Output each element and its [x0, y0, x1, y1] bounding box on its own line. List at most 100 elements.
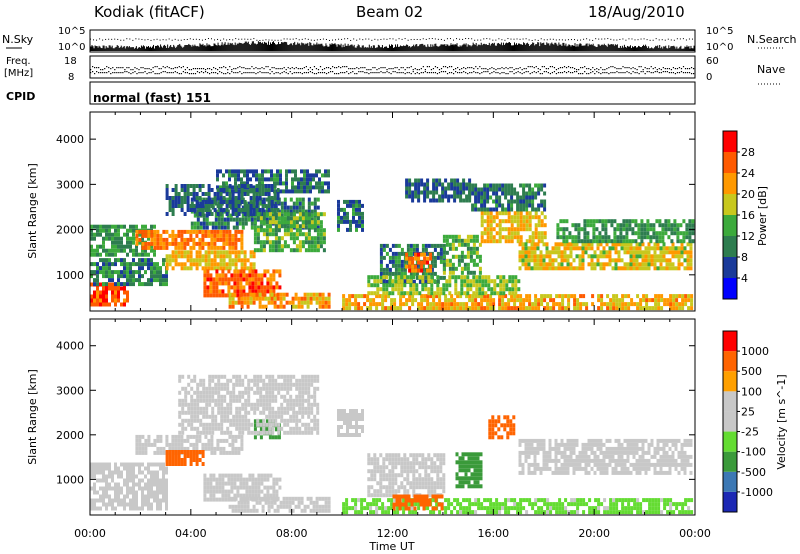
power-cell	[306, 185, 309, 190]
nave-sample	[124, 71, 126, 73]
freq-sample	[578, 69, 580, 71]
nave-sample	[477, 72, 479, 74]
nave-sample	[483, 71, 485, 73]
power-cell	[90, 274, 93, 279]
power-cell	[379, 243, 383, 248]
power-cell	[667, 227, 671, 232]
nave-sample	[162, 71, 164, 73]
freq-sample	[396, 67, 398, 69]
power-cell	[670, 223, 674, 228]
power-cell	[346, 211, 349, 216]
power-cell	[400, 283, 404, 288]
power-cell	[102, 244, 105, 249]
freq-sample	[104, 68, 106, 70]
power-cell	[644, 246, 648, 251]
power-cell	[675, 298, 679, 303]
power-cell	[222, 208, 226, 212]
nave-sample	[227, 72, 229, 74]
power-cell	[630, 298, 634, 303]
power-cell	[99, 232, 102, 237]
power-cell	[690, 302, 694, 307]
power-cell	[456, 190, 460, 195]
power-cell	[562, 235, 566, 240]
freq-sample	[690, 67, 693, 69]
power-cell	[600, 298, 604, 303]
power-cell	[105, 252, 108, 257]
nsearch-sample	[105, 38, 107, 40]
power-cell	[593, 262, 597, 267]
power-cell	[379, 275, 383, 280]
freq-sample	[192, 68, 195, 70]
power-cell	[430, 259, 434, 264]
power-cell	[673, 227, 677, 232]
freq-sample	[180, 67, 182, 69]
power-cell	[313, 217, 317, 222]
power-cell	[228, 237, 232, 242]
power-cell	[516, 195, 520, 200]
power-cell	[411, 294, 415, 299]
power-cell	[248, 277, 252, 282]
power-cell	[322, 236, 326, 241]
power-cell	[495, 231, 499, 236]
power-cell	[229, 213, 233, 218]
power-cell	[560, 254, 564, 259]
freq-sample	[188, 69, 191, 71]
power-cell	[543, 203, 547, 208]
power-cell	[225, 181, 228, 186]
power-cell	[366, 298, 370, 303]
power-cell	[501, 219, 505, 224]
freq-sample	[148, 68, 150, 70]
power-cell	[171, 229, 175, 234]
power-cell	[132, 282, 135, 287]
power-cell	[397, 263, 401, 268]
power-cell	[409, 279, 413, 284]
power-cell	[105, 228, 108, 233]
power-cell	[444, 190, 448, 195]
nsearch-sample	[141, 38, 143, 40]
velocity-cell	[99, 494, 102, 499]
power-cell	[457, 291, 461, 296]
power-cell	[688, 219, 692, 224]
power-cell	[321, 296, 325, 301]
power-cell	[660, 294, 664, 299]
freq-sample	[225, 67, 227, 69]
power-cell	[454, 275, 458, 280]
nsearch-sample	[589, 39, 591, 41]
power-cell	[379, 247, 383, 252]
power-cell	[219, 266, 223, 271]
freq-sample	[450, 66, 453, 68]
power-cell	[507, 207, 511, 212]
velocity-cell	[93, 490, 96, 495]
power-cell	[183, 212, 187, 216]
power-cell	[153, 266, 156, 271]
power-cell	[153, 270, 156, 275]
power-cell	[468, 198, 472, 203]
nave-sample	[198, 72, 201, 74]
power-cell	[123, 224, 126, 229]
power-cell	[590, 242, 594, 247]
power-cell	[472, 275, 476, 280]
power-cell	[418, 279, 422, 284]
power-cell	[628, 223, 632, 228]
power-cell	[342, 306, 346, 311]
power-cell	[289, 228, 293, 233]
nave-sample	[390, 73, 392, 75]
power-cell	[688, 231, 692, 236]
power-cell	[192, 192, 196, 196]
power-cell	[257, 285, 261, 290]
power-cell	[605, 250, 609, 255]
nave-sample	[576, 71, 578, 73]
freq-sample	[388, 68, 390, 70]
power-cell	[537, 219, 541, 224]
power-cell	[319, 220, 323, 225]
power-cell	[307, 228, 311, 233]
nsearch-sample	[434, 38, 436, 40]
freq-sample	[515, 68, 517, 70]
power-cell	[625, 235, 629, 240]
nsearch-sample	[150, 39, 152, 41]
nave-sample	[463, 71, 465, 73]
power-cell	[662, 254, 666, 259]
power-cell	[144, 262, 147, 267]
freq-sample	[436, 67, 439, 69]
